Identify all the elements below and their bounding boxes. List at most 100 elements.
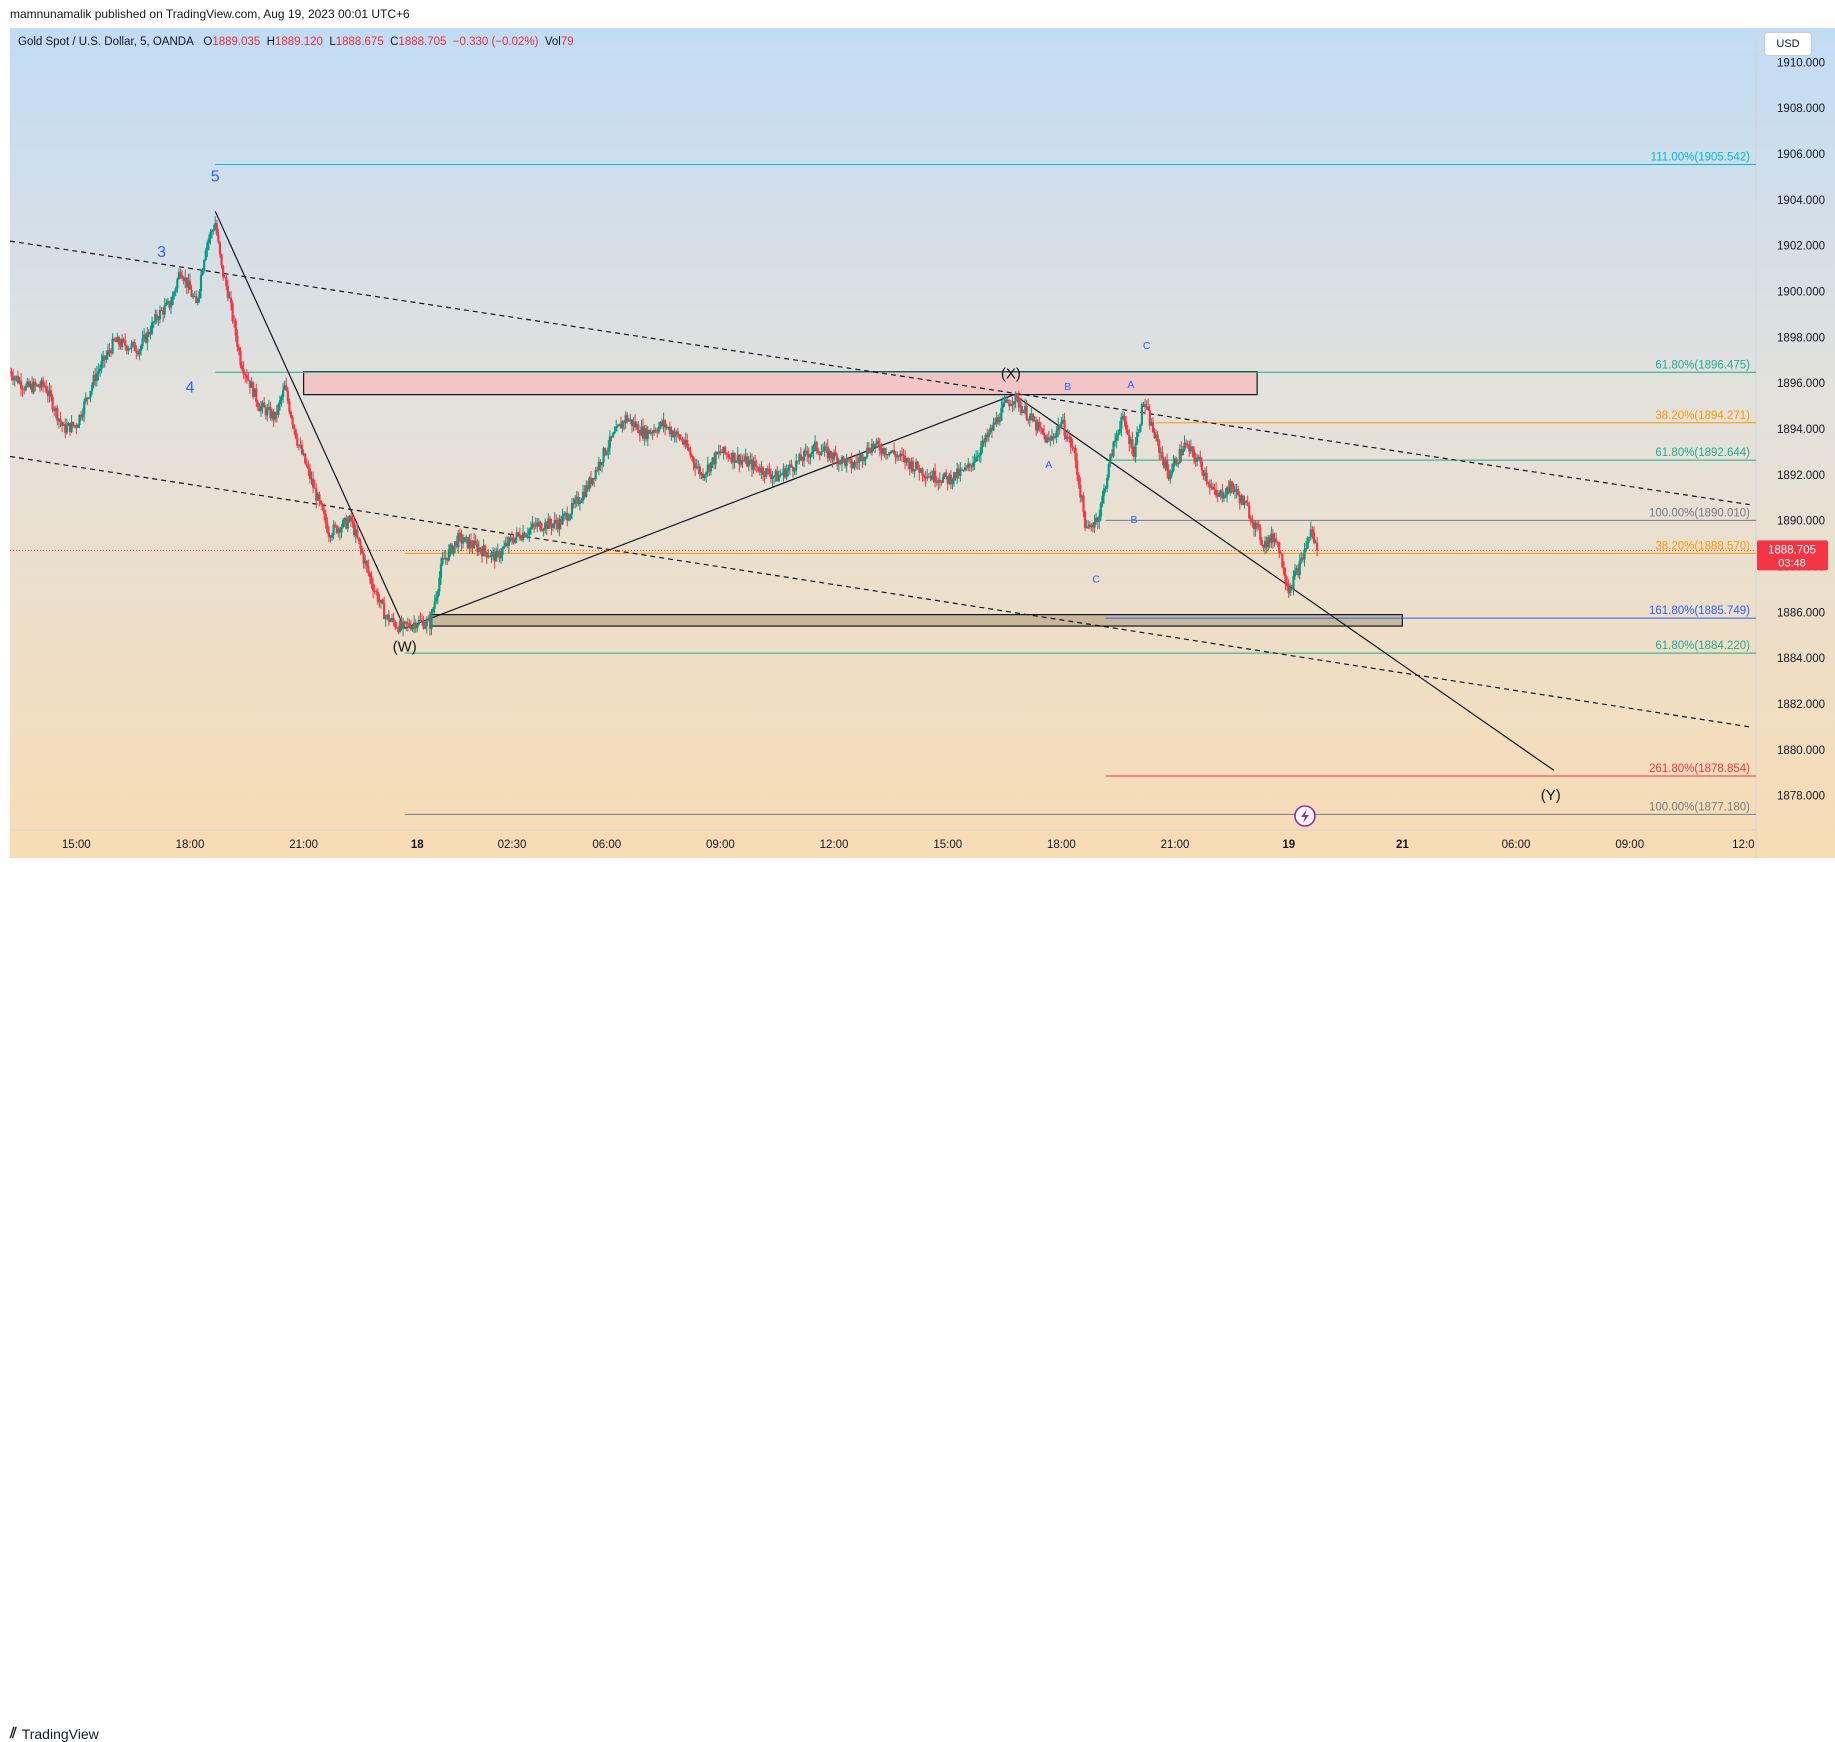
- candle-body: [894, 453, 897, 458]
- candle-body: [72, 421, 75, 426]
- candle-body: [498, 551, 501, 559]
- price-tag-value: 1888.705: [1768, 544, 1816, 556]
- candle-body: [92, 375, 95, 386]
- candle-body: [499, 554, 503, 559]
- close-value: 1888.705: [398, 36, 447, 48]
- candle-body: [173, 291, 176, 296]
- tradingview-brand: TradingView: [21, 1725, 99, 1742]
- candle-body: [1158, 441, 1161, 454]
- candle-body: [853, 462, 856, 468]
- candle-body: [1259, 527, 1262, 541]
- candle-body: [414, 622, 417, 629]
- candle-body: [165, 302, 168, 306]
- candle-body: [976, 456, 979, 458]
- candle-body: [353, 522, 356, 536]
- candle-body: [1284, 574, 1287, 583]
- candle-body: [874, 444, 877, 448]
- time-tick-label: 18:00: [176, 839, 205, 851]
- candle-body: [488, 556, 492, 558]
- candle-body: [1126, 429, 1129, 435]
- candle-body: [649, 432, 653, 434]
- candle-body: [825, 446, 828, 448]
- candle-body: [1005, 399, 1008, 402]
- time-axis[interactable]: 15:00 18:00 21:00 18 02:30 06:00 09:00 12:00 15:…: [62, 839, 1755, 851]
- time-tick-label: 12:0: [1732, 839, 1754, 851]
- price-tick-label: 1886.000: [1777, 607, 1825, 619]
- wave-line-1: [404, 394, 1015, 629]
- chart-area[interactable]: 111.00%(1905.542) 61.80%(1896.475) 38.20%(…: [8, 28, 1835, 858]
- time-tick-label: 15:00: [933, 839, 962, 851]
- candle-body: [1011, 404, 1014, 406]
- candle-body: [877, 440, 880, 445]
- price-axis[interactable]: 1878.000 1880.000 1882.000 1884.000 1886.000…: [1777, 57, 1825, 802]
- candle-body: [212, 229, 215, 231]
- candle-body: [201, 270, 204, 276]
- symbol-title[interactable]: Gold Spot / U.S. Dollar, 5, OANDA: [18, 36, 194, 48]
- candle-body: [406, 623, 409, 625]
- candle-body: [206, 242, 209, 251]
- candle-body: [525, 535, 528, 538]
- candle-body: [180, 274, 184, 279]
- wave-label-y-5: (Y): [1541, 787, 1561, 804]
- candle-body: [288, 401, 291, 412]
- candle-body: [143, 334, 146, 339]
- candle-body: [899, 453, 902, 457]
- candle-body: [1151, 421, 1155, 433]
- candle-body: [1216, 495, 1219, 497]
- candle-body: [319, 501, 323, 504]
- price-tick-label: 1892.000: [1777, 470, 1825, 482]
- candle-body: [627, 420, 630, 422]
- candle-body: [675, 431, 678, 435]
- candle-body: [624, 414, 627, 423]
- time-tick-label: 19: [1282, 839, 1295, 851]
- candle-body: [1030, 413, 1033, 417]
- replay-button[interactable]: [1294, 805, 1316, 827]
- candle-body: [1309, 529, 1312, 538]
- fib-level-label-3: 61.80%(1892.644): [1655, 447, 1750, 459]
- candle-body: [831, 457, 834, 460]
- price-chart[interactable]: 111.00%(1905.542) 61.80%(1896.475) 38.20%(…: [8, 28, 1835, 858]
- candle-body: [848, 458, 851, 460]
- candle-body: [1271, 533, 1275, 543]
- candle-body: [86, 397, 89, 399]
- candle-body: [327, 532, 330, 537]
- candle-body: [875, 440, 878, 445]
- candle-body: [701, 473, 705, 479]
- candle-body: [60, 422, 64, 426]
- candle-body: [769, 474, 773, 479]
- tradingview-logo[interactable]: ⫽ TradingView: [10, 1725, 99, 1742]
- candle-body: [204, 250, 207, 261]
- candle-body: [419, 619, 422, 621]
- candle-body: [528, 529, 531, 535]
- candle-body: [828, 450, 831, 459]
- candle-body: [1025, 406, 1028, 420]
- candle-body: [705, 472, 708, 476]
- candle-body: [954, 472, 957, 479]
- candle-body: [338, 528, 342, 533]
- candle-body: [951, 480, 954, 485]
- candle-body: [34, 381, 37, 386]
- currency-button[interactable]: USD: [1764, 32, 1812, 56]
- candle-body: [450, 544, 454, 554]
- candle-body: [476, 543, 479, 552]
- candle-body: [864, 456, 867, 460]
- candle-body: [662, 420, 665, 426]
- candle-body: [162, 310, 165, 315]
- candle-body: [198, 290, 201, 299]
- candle-body: [13, 377, 16, 381]
- candle-body: [981, 440, 984, 448]
- candle-body: [294, 429, 297, 438]
- candle-body: [348, 516, 351, 522]
- candle-body: [289, 411, 293, 418]
- candle-body: [613, 431, 616, 434]
- candle-body: [820, 451, 823, 456]
- candle-body: [19, 380, 23, 389]
- candle-body: [1063, 419, 1066, 436]
- candle-body: [390, 618, 394, 621]
- price-tick-label: 1906.000: [1777, 149, 1825, 161]
- candle-body: [599, 461, 602, 466]
- candle-body: [1113, 440, 1117, 442]
- candle-body: [1027, 419, 1030, 421]
- candle-body: [16, 376, 19, 384]
- candle-body: [1192, 450, 1196, 458]
